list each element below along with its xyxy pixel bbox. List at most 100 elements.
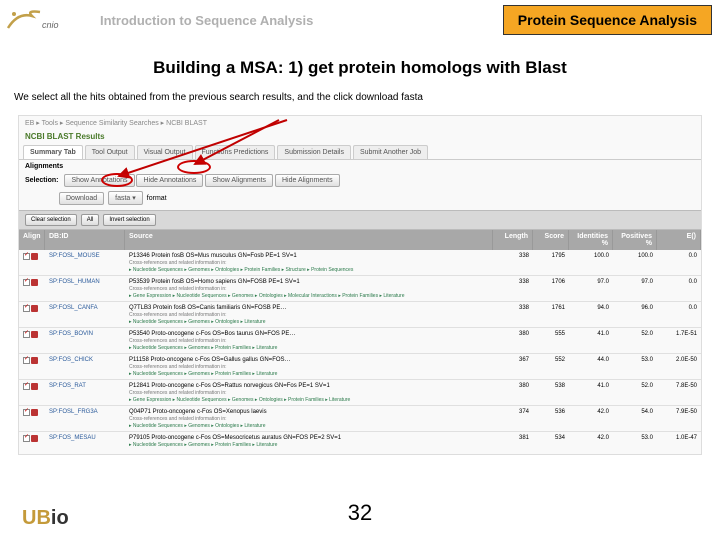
- checkbox-icon[interactable]: [23, 435, 30, 442]
- align-icon[interactable]: [31, 383, 38, 390]
- tab-summary-tab[interactable]: Summary Tab: [23, 145, 83, 159]
- page-number: 32: [348, 500, 372, 526]
- align-icon[interactable]: [31, 253, 38, 260]
- checkbox-icon[interactable]: [23, 305, 30, 312]
- pos-cell: 54.0: [613, 406, 657, 431]
- length-cell: 380: [493, 328, 533, 353]
- results-title: NCBI BLAST Results: [19, 130, 701, 143]
- col-length[interactable]: Length: [493, 230, 533, 250]
- db-id[interactable]: SP:FOSL_FRG3A: [45, 406, 125, 431]
- db-id[interactable]: SP:FOS_CHICK: [45, 354, 125, 379]
- download-row: Download fasta ▾ format: [19, 188, 701, 210]
- align-icon[interactable]: [31, 305, 38, 312]
- e-cell: 1.7E-51: [657, 328, 701, 353]
- checkbox-icon[interactable]: [23, 253, 30, 260]
- source-links[interactable]: ▸ Nucleotide Sequences ▸ Genomes ▸ Prote…: [129, 442, 489, 448]
- col-source[interactable]: Source: [125, 230, 493, 250]
- hide-annotations-button[interactable]: Hide Annotations: [136, 174, 203, 187]
- pos-cell: 97.0: [613, 276, 657, 301]
- align-icon[interactable]: [31, 331, 38, 338]
- invert-selection-button[interactable]: Invert selection: [103, 214, 155, 226]
- align-cell: [19, 354, 45, 379]
- source-links[interactable]: ▸ Nucleotide Sequences ▸ Genomes ▸ Ontol…: [129, 267, 489, 273]
- all-button[interactable]: All: [81, 214, 100, 226]
- e-cell: 7.9E-50: [657, 406, 701, 431]
- align-cell: [19, 406, 45, 431]
- align-icon[interactable]: [31, 279, 38, 286]
- table-row: SP:FOSL_FRG3AQ04P71 Proto-oncogene c-Fos…: [19, 406, 701, 432]
- logo-ub: UB: [22, 507, 51, 529]
- checkbox-icon[interactable]: [23, 409, 30, 416]
- source-desc: Cross-references and related information…: [129, 416, 489, 422]
- align-icon[interactable]: [31, 435, 38, 442]
- checkbox-icon[interactable]: [23, 331, 30, 338]
- hide-alignments-button[interactable]: Hide Alignments: [275, 174, 340, 187]
- align-icon[interactable]: [31, 357, 38, 364]
- results-tabs: Summary TabTool OutputVisual OutputFunct…: [19, 145, 701, 160]
- db-id[interactable]: SP:FOSL_CANFA: [45, 302, 125, 327]
- score-cell: 1761: [533, 302, 569, 327]
- checkbox-icon[interactable]: [23, 279, 30, 286]
- db-id[interactable]: SP:FOS_BOVIN: [45, 328, 125, 353]
- source-cell: P53540 Proto-oncogene c-Fos OS=Bos tauru…: [125, 328, 493, 353]
- clear-selection-button[interactable]: Clear selection: [25, 214, 77, 226]
- col-align[interactable]: Align: [19, 230, 45, 250]
- source-cell: Q04P71 Proto-oncogene c-Fos OS=Xenopus l…: [125, 406, 493, 431]
- length-cell: 338: [493, 250, 533, 275]
- ident-cell: 41.0: [569, 328, 613, 353]
- source-cell: P13346 Protein fosB OS=Mus musculus GN=F…: [125, 250, 493, 275]
- table-row: SP:FOSL_HUMANP53539 Protein fosB OS=Homo…: [19, 276, 701, 302]
- length-cell: 374: [493, 406, 533, 431]
- source-links[interactable]: ▸ Nucleotide Sequences ▸ Genomes ▸ Ontol…: [129, 423, 489, 429]
- align-icon[interactable]: [31, 409, 38, 416]
- align-cell: [19, 432, 45, 455]
- col-db-id[interactable]: DB:ID: [45, 230, 125, 250]
- source-links[interactable]: ▸ Gene Expression ▸ Nucleotide Sequences…: [129, 397, 489, 403]
- source-links[interactable]: ▸ Nucleotide Sequences ▸ Genomes ▸ Prote…: [129, 371, 489, 377]
- tab-submit-another-job[interactable]: Submit Another Job: [353, 145, 428, 159]
- source-links[interactable]: ▸ Gene Expression ▸ Nucleotide Sequences…: [129, 293, 489, 299]
- download-button[interactable]: Download: [59, 192, 104, 205]
- table-row: SP:FOSL_MOUSEP13346 Protein fosB OS=Mus …: [19, 250, 701, 276]
- source-desc: Cross-references and related information…: [129, 338, 489, 344]
- col-e-[interactable]: E(): [657, 230, 701, 250]
- slide-header: cnio Introduction to Sequence Analysis P…: [0, 0, 720, 40]
- checkbox-icon[interactable]: [23, 383, 30, 390]
- format-dropdown[interactable]: fasta ▾: [108, 191, 143, 205]
- source-desc: Cross-references and related information…: [129, 390, 489, 396]
- db-id[interactable]: SP:FOS_MESAU: [45, 432, 125, 455]
- source-desc: Cross-references and related information…: [129, 286, 489, 292]
- source-links[interactable]: ▸ Nucleotide Sequences ▸ Genomes ▸ Prote…: [129, 345, 489, 351]
- ident-cell: 44.0: [569, 354, 613, 379]
- tab-submission-details[interactable]: Submission Details: [277, 145, 351, 159]
- col-identities-[interactable]: Identities %: [569, 230, 613, 250]
- pos-cell: 52.0: [613, 328, 657, 353]
- col-positives-[interactable]: Positives %: [613, 230, 657, 250]
- table-row: SP:FOS_BOVINP53540 Proto-oncogene c-Fos …: [19, 328, 701, 354]
- score-cell: 536: [533, 406, 569, 431]
- e-cell: 7.8E-50: [657, 380, 701, 405]
- align-cell: [19, 328, 45, 353]
- e-cell: 0.0: [657, 302, 701, 327]
- instruction-text: We select all the hits obtained from the…: [14, 92, 720, 103]
- tab-functions-predictions[interactable]: Functions Predictions: [195, 145, 276, 159]
- highlight-oval: [101, 173, 133, 187]
- format-label: format: [147, 195, 167, 202]
- align-cell: [19, 380, 45, 405]
- ident-cell: 94.0: [569, 302, 613, 327]
- source-links[interactable]: ▸ Nucleotide Sequences ▸ Genomes ▸ Ontol…: [129, 319, 489, 325]
- tab-visual-output[interactable]: Visual Output: [137, 145, 193, 159]
- tab-tool-output[interactable]: Tool Output: [85, 145, 135, 159]
- length-cell: 338: [493, 302, 533, 327]
- e-cell: 2.0E-50: [657, 354, 701, 379]
- db-id[interactable]: SP:FOS_RAT: [45, 380, 125, 405]
- checkbox-icon[interactable]: [23, 357, 30, 364]
- db-id[interactable]: SP:FOSL_HUMAN: [45, 276, 125, 301]
- selection-label: Selection:: [25, 177, 58, 184]
- table-header: AlignDB:IDSourceLengthScoreIdentities %P…: [19, 230, 701, 250]
- col-score[interactable]: Score: [533, 230, 569, 250]
- show-alignments-button[interactable]: Show Alignments: [205, 174, 273, 187]
- score-cell: 1706: [533, 276, 569, 301]
- pos-cell: 100.0: [613, 250, 657, 275]
- db-id[interactable]: SP:FOSL_MOUSE: [45, 250, 125, 275]
